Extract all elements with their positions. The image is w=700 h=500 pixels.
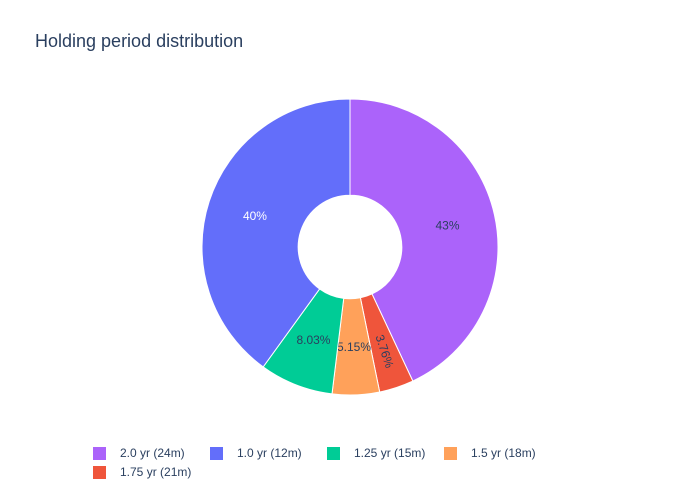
legend-item[interactable]: 1.25 yr (15m) <box>327 446 425 460</box>
legend-item[interactable]: 1.5 yr (18m) <box>444 446 536 460</box>
slice-label-0: 43% <box>435 218 459 232</box>
legend-swatch <box>444 446 457 460</box>
chart-title: Holding period distribution <box>35 31 244 51</box>
legend-swatch <box>93 446 106 460</box>
pie-slice-0[interactable] <box>349 98 499 382</box>
pie-slice-4[interactable] <box>201 98 351 368</box>
legend-swatch <box>327 446 340 460</box>
legend-item[interactable]: 1.75 yr (21m) <box>93 465 191 479</box>
legend-label: 1.0 yr (12m) <box>237 446 302 460</box>
slice-label-3: 8.03% <box>296 333 330 347</box>
legend-item[interactable]: 1.0 yr (12m) <box>210 446 302 460</box>
legend-label: 1.5 yr (18m) <box>471 446 536 460</box>
legend-label: 1.25 yr (15m) <box>354 446 426 460</box>
legend-label: 1.75 yr (21m) <box>120 465 192 479</box>
slice-label-2: 5.15% <box>337 340 371 354</box>
legend-item[interactable]: 2.0 yr (24m) <box>93 446 185 460</box>
legend-swatch <box>210 446 223 460</box>
legend-label: 2.0 yr (24m) <box>120 446 185 460</box>
legend-swatch <box>93 465 106 479</box>
slice-label-4: 40% <box>243 209 267 223</box>
